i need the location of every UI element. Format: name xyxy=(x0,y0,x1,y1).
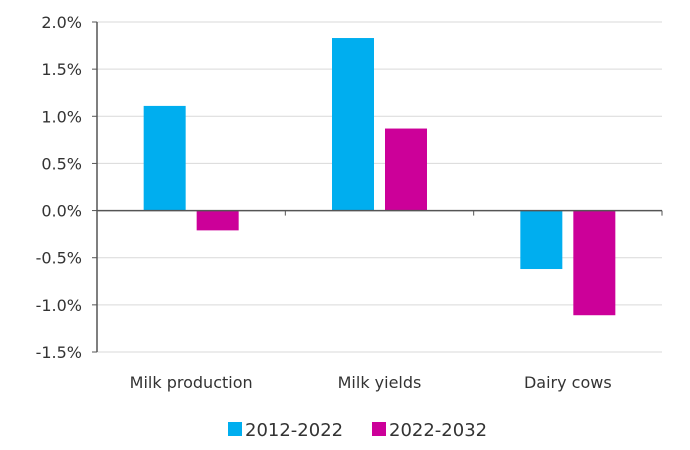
bar xyxy=(332,38,374,211)
axes xyxy=(96,22,663,352)
bar xyxy=(520,210,563,270)
bar xyxy=(143,105,186,211)
category-label: Dairy cows xyxy=(524,373,612,392)
y-tick-label: 0.5% xyxy=(41,154,82,173)
legend-swatch xyxy=(372,422,386,436)
y-tick-label: 2.0% xyxy=(41,13,82,32)
category-label: Milk yields xyxy=(338,373,422,392)
y-tick-label: -1.0% xyxy=(36,296,82,315)
y-axis-ticks: 2.0% 1.5% 1.0% 0.5% 0.0% -0.5% -1.0% -1.5% xyxy=(36,13,97,362)
bar xyxy=(573,210,616,316)
gridlines xyxy=(97,21,662,353)
bar xyxy=(385,128,427,211)
legend-label: 2022-2032 xyxy=(389,420,487,441)
y-tick-label: 0.0% xyxy=(41,202,82,221)
bars xyxy=(143,38,616,316)
legend-swatch xyxy=(228,422,242,436)
category-label: Milk production xyxy=(130,373,253,392)
y-tick-label: -1.5% xyxy=(36,343,82,362)
y-tick-label: 1.0% xyxy=(41,107,82,126)
y-tick-label: -0.5% xyxy=(36,249,82,268)
category-labels: Milk production Milk yields Dairy cows xyxy=(130,373,612,392)
legend: 2012-2022 2022-2032 xyxy=(228,420,487,441)
legend-label: 2012-2022 xyxy=(245,420,343,441)
bar xyxy=(196,210,239,231)
y-tick-label: 1.5% xyxy=(41,60,82,79)
